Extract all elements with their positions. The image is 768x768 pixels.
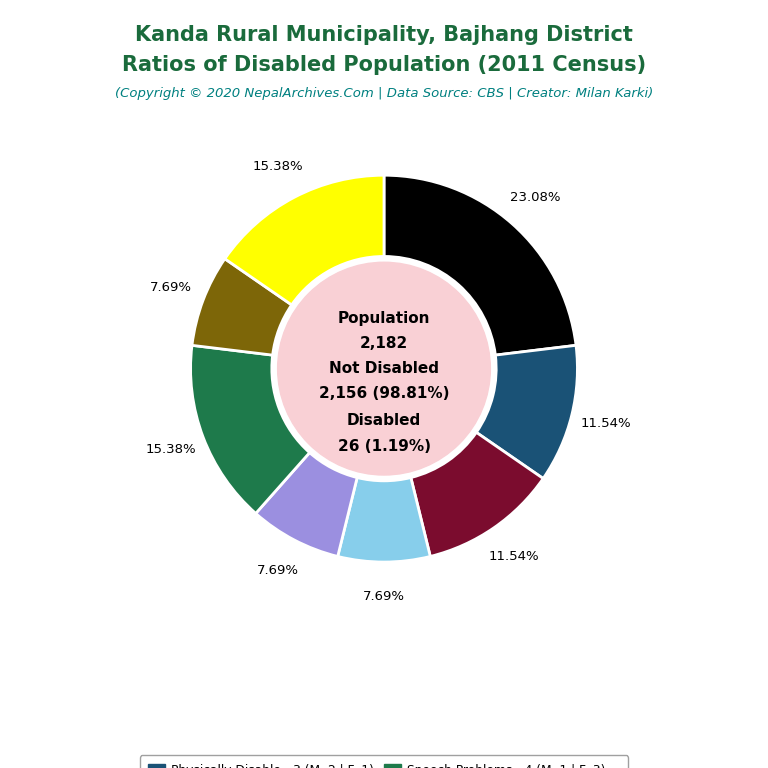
Wedge shape (411, 432, 543, 557)
Text: 2,156 (98.81%): 2,156 (98.81%) (319, 386, 449, 402)
Text: 23.08%: 23.08% (510, 191, 561, 204)
Text: 7.69%: 7.69% (257, 564, 299, 578)
Wedge shape (256, 452, 357, 557)
Circle shape (277, 262, 491, 475)
Text: 7.69%: 7.69% (150, 281, 191, 294)
Text: 15.38%: 15.38% (253, 160, 303, 173)
Text: 11.54%: 11.54% (488, 550, 539, 563)
Wedge shape (192, 259, 292, 355)
Text: Ratios of Disabled Population (2011 Census): Ratios of Disabled Population (2011 Cens… (122, 55, 646, 75)
Text: 11.54%: 11.54% (581, 417, 631, 430)
Text: 2,182: 2,182 (360, 336, 408, 351)
Wedge shape (384, 175, 576, 355)
Wedge shape (476, 346, 578, 478)
Text: Population: Population (338, 311, 430, 326)
Text: (Copyright © 2020 NepalArchives.Com | Data Source: CBS | Creator: Milan Karki): (Copyright © 2020 NepalArchives.Com | Da… (115, 88, 653, 100)
Wedge shape (225, 175, 384, 305)
Text: 26 (1.19%): 26 (1.19%) (337, 439, 431, 454)
Wedge shape (338, 478, 430, 562)
Legend: Physically Disable - 3 (M: 2 | F: 1), Blind Only - 6 (M: 3 | F: 3), Deaf Only - : Physically Disable - 3 (M: 2 | F: 1), Bl… (140, 756, 628, 768)
Text: Not Disabled: Not Disabled (329, 361, 439, 376)
Wedge shape (190, 346, 310, 514)
Text: 7.69%: 7.69% (363, 591, 405, 604)
Text: 15.38%: 15.38% (145, 443, 196, 456)
Text: Kanda Rural Municipality, Bajhang District: Kanda Rural Municipality, Bajhang Distri… (135, 25, 633, 45)
Text: Disabled: Disabled (347, 413, 421, 429)
